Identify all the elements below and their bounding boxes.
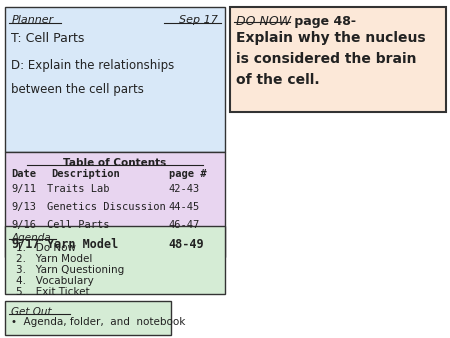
Text: Planner: Planner bbox=[11, 15, 54, 25]
Text: Get Out...: Get Out... bbox=[11, 307, 62, 317]
Text: 42-43: 42-43 bbox=[169, 184, 200, 194]
Text: 9/17: 9/17 bbox=[11, 238, 40, 251]
Text: 4.   Vocabulary: 4. Vocabulary bbox=[16, 276, 94, 286]
Text: 9/16: 9/16 bbox=[11, 220, 36, 230]
FancyBboxPatch shape bbox=[4, 7, 225, 152]
Text: 48-49: 48-49 bbox=[169, 238, 204, 251]
FancyBboxPatch shape bbox=[4, 226, 225, 294]
Text: page 48-: page 48- bbox=[290, 15, 356, 28]
Text: Agenda: Agenda bbox=[11, 233, 51, 243]
Text: •  Agenda, folder,  and  notebook: • Agenda, folder, and notebook bbox=[11, 317, 185, 327]
Text: T: Cell Parts: T: Cell Parts bbox=[11, 32, 85, 45]
Text: of the cell.: of the cell. bbox=[236, 73, 320, 87]
Text: page #: page # bbox=[169, 169, 206, 179]
Text: 9/13: 9/13 bbox=[11, 202, 36, 212]
FancyBboxPatch shape bbox=[230, 7, 446, 112]
Text: Description: Description bbox=[52, 169, 121, 179]
Text: 3.   Yarn Questioning: 3. Yarn Questioning bbox=[16, 265, 124, 275]
Text: 46-47: 46-47 bbox=[169, 220, 200, 230]
Text: D: Explain the relationships: D: Explain the relationships bbox=[11, 59, 175, 72]
Text: 9/11: 9/11 bbox=[11, 184, 36, 194]
Text: 5.   Exit Ticket: 5. Exit Ticket bbox=[16, 287, 90, 297]
Text: 2.   Yarn Model: 2. Yarn Model bbox=[16, 254, 92, 264]
FancyBboxPatch shape bbox=[4, 152, 225, 257]
Text: Date: Date bbox=[11, 169, 36, 179]
Text: between the cell parts: between the cell parts bbox=[11, 83, 144, 96]
Text: DO NOW: DO NOW bbox=[236, 15, 292, 28]
Text: 44-45: 44-45 bbox=[169, 202, 200, 212]
Text: 1.   Do Now: 1. Do Now bbox=[16, 243, 76, 254]
Text: Sep 17: Sep 17 bbox=[180, 15, 218, 25]
FancyBboxPatch shape bbox=[4, 301, 171, 335]
Text: Cell Parts: Cell Parts bbox=[47, 220, 110, 230]
Text: Explain why the nucleus: Explain why the nucleus bbox=[236, 31, 426, 45]
Text: Traits Lab: Traits Lab bbox=[47, 184, 110, 194]
Text: is considered the brain: is considered the brain bbox=[236, 52, 417, 66]
Text: Genetics Discussion: Genetics Discussion bbox=[47, 202, 166, 212]
Text: Yarn Model: Yarn Model bbox=[47, 238, 118, 251]
Text: Table of Contents: Table of Contents bbox=[63, 158, 166, 168]
